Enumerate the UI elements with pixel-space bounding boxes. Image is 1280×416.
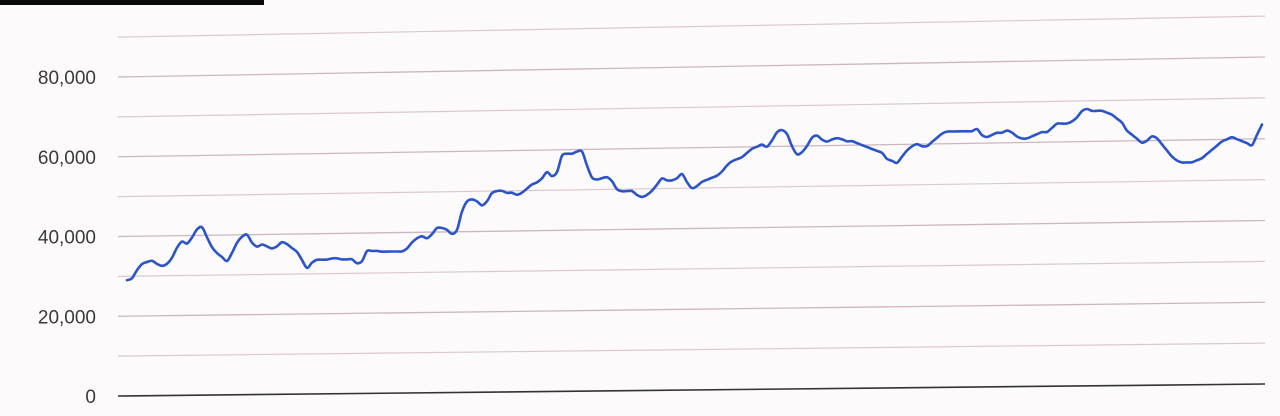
top-left-rule [0, 0, 264, 5]
gridline [117, 219, 1266, 238]
series-line [125, 107, 1264, 282]
y-tick-label: 20,000 [38, 307, 96, 328]
gridline [117, 97, 1266, 118]
y-tick-label: 80,000 [38, 68, 96, 89]
x-axis-baseline [117, 383, 1266, 397]
gridline [117, 301, 1266, 317]
y-tick-label: 0 [85, 387, 96, 408]
gridline [117, 56, 1266, 78]
gridline [117, 138, 1266, 158]
y-tick-label: 60,000 [38, 148, 96, 169]
gridlines [117, 15, 1266, 357]
gridline [117, 15, 1266, 38]
gridline [117, 260, 1266, 277]
gridline [117, 342, 1266, 357]
y-tick-label: 40,000 [38, 228, 96, 249]
y-axis-ticks: 0 20,000 40,000 60,000 80,000 [38, 68, 96, 408]
